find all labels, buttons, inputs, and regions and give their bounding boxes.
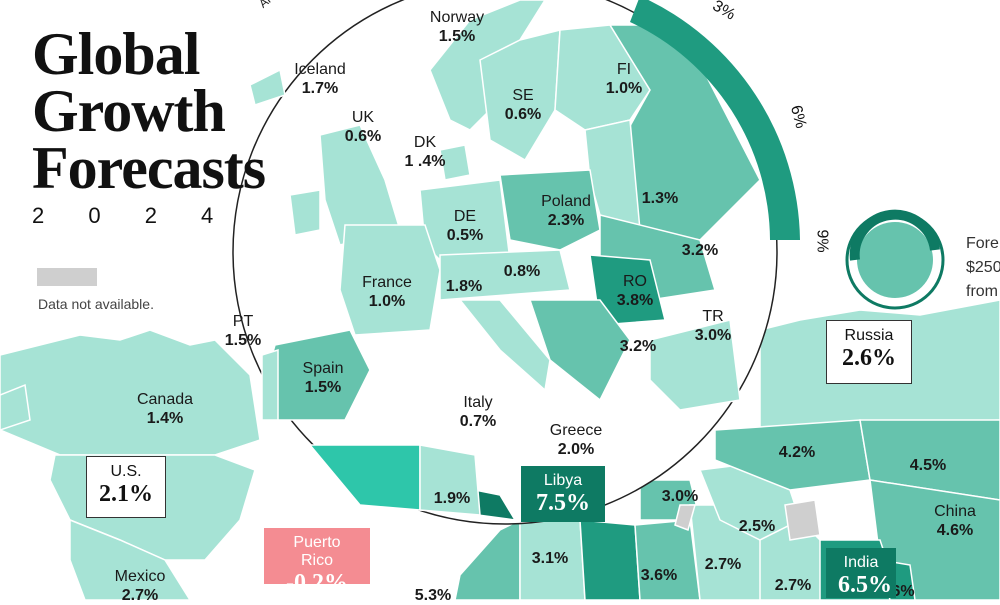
title-line-2: Growth xyxy=(32,78,226,144)
sudan-shape xyxy=(634,519,701,600)
callout-russia: Russia 2.6% xyxy=(826,320,912,384)
label-baltic: 1.3% xyxy=(641,190,679,207)
mongolia-china-shape xyxy=(859,419,1000,501)
label-iran: 2.5% xyxy=(738,518,776,535)
label-bulgaria: 3.2% xyxy=(619,338,657,355)
no-data-swatch xyxy=(37,268,97,286)
label-germany: DE 0.5% xyxy=(446,208,484,244)
label-bangladesh: 6% xyxy=(891,583,915,600)
france-shape xyxy=(339,224,441,336)
portugal-shape xyxy=(261,348,279,421)
label-romania: RO 3.8% xyxy=(616,273,654,309)
label-ukraine: 3.2% xyxy=(681,242,719,259)
label-poland: Poland 2.3% xyxy=(541,193,591,229)
alaska-shape xyxy=(0,383,31,431)
poland-shape xyxy=(499,169,601,251)
label-france: France 1.0% xyxy=(362,274,412,310)
callout-india: India 6.5% xyxy=(826,548,896,598)
promo-line-3: from xyxy=(966,283,998,300)
label-sweden: SE 0.6% xyxy=(504,87,542,123)
algeria-shape xyxy=(308,444,421,511)
morocco-shape xyxy=(419,444,481,516)
growth-scale-arc xyxy=(630,0,800,240)
scale-tick-9: 9% xyxy=(813,229,831,253)
west-africa-shape xyxy=(454,518,521,600)
africa-shapes xyxy=(454,459,831,600)
label-greece: Greece 2.0% xyxy=(549,422,603,458)
label-arabia: 2.7% xyxy=(704,556,742,573)
label-algeria: 1.9% xyxy=(433,490,471,507)
label-austria: 0.8% xyxy=(503,263,541,280)
italy-shape xyxy=(458,299,551,392)
label-china: China 4.6% xyxy=(934,503,976,539)
label-west-africa: 5.3% xyxy=(414,587,452,604)
label-denmark: DK 1 .4% xyxy=(404,134,446,170)
globe-icon xyxy=(845,209,945,310)
no-data-legend: Data not available. xyxy=(38,296,154,312)
label-iceland: Iceland 1.7% xyxy=(294,61,346,97)
no-data-shape-2 xyxy=(674,504,696,531)
label-italy: Italy 0.7% xyxy=(459,394,497,430)
promo-line-1: Fore xyxy=(966,235,999,252)
unknown-shape xyxy=(784,499,821,541)
balkans-shape xyxy=(528,299,631,402)
ireland-shape xyxy=(289,189,321,236)
promo-text: Fore $250 from xyxy=(966,232,1000,304)
denmark-shape xyxy=(439,144,471,181)
libya-shape xyxy=(579,519,641,600)
canada-shape xyxy=(0,329,261,456)
label-canada: Canada 1.4% xyxy=(136,391,194,427)
iceland-shape xyxy=(249,68,286,106)
year-subtitle: 2 0 2 4 xyxy=(32,203,233,228)
label-sudan: 3.6% xyxy=(640,567,678,584)
callout-puerto-rico: Puerto Rico -0.2% xyxy=(264,528,370,596)
title-line-3: Forecasts xyxy=(32,135,266,201)
central-asia-shape xyxy=(714,419,871,491)
label-niger: 3.1% xyxy=(531,550,569,567)
label-pakistan: 2.7% xyxy=(774,577,812,594)
label-switzerland: 1.8% xyxy=(445,278,483,295)
label-norway: Norway 1.5% xyxy=(429,9,485,45)
swiss-austria-shape xyxy=(439,249,571,301)
label-spain: Spain 1.5% xyxy=(302,360,344,396)
turkey-shape xyxy=(649,319,741,411)
label-portugal: PT 1.5% xyxy=(224,313,262,349)
label-finland: FI 1.0% xyxy=(605,61,643,97)
label-central-asia: 4.2% xyxy=(778,444,816,461)
callout-us: U.S. 2.1% xyxy=(86,456,166,518)
label-turkey: TR 3.0% xyxy=(694,308,732,344)
title-block: Global Growth Forecasts 2 0 2 4 xyxy=(32,21,266,229)
europe-inset xyxy=(232,0,800,525)
label-egypt: 3.0% xyxy=(661,488,699,505)
mexico-shape xyxy=(69,518,191,600)
label-uk: UK 0.6% xyxy=(344,109,382,145)
label-mexico: Mexico 2.7% xyxy=(114,568,166,604)
title-line-1: Global xyxy=(32,21,200,87)
callout-libya: Libya 7.5% xyxy=(521,466,605,522)
label-mongolia: 4.5% xyxy=(909,457,947,474)
promo-line-2: $250 xyxy=(966,259,1000,276)
